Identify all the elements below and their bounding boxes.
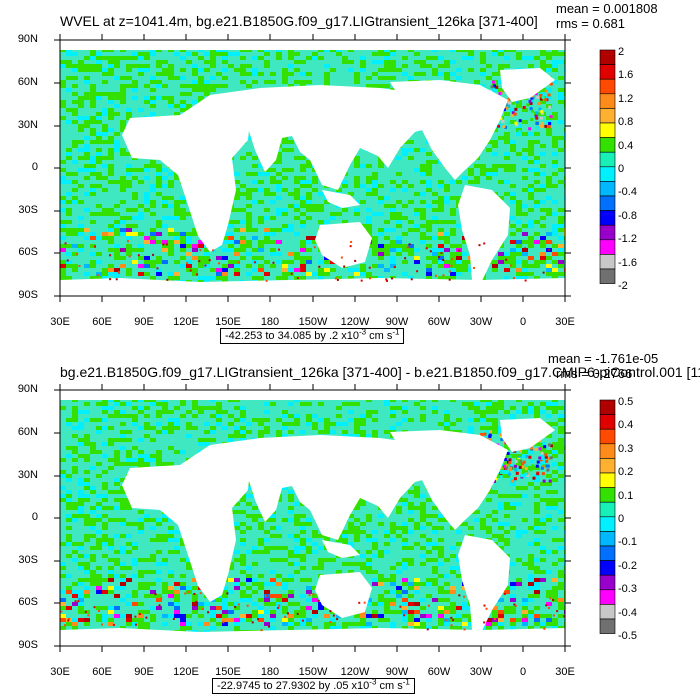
panel-1-lon-label: 180 [260, 316, 280, 328]
panel-2-lon-label: 90E [134, 666, 154, 678]
panel-2-colorbar-label: 0.4 [618, 419, 634, 432]
panel-2-lon-label: 30E [50, 666, 70, 678]
panel-2-map [60, 390, 565, 646]
panel-1-range-unit-exponent: -1 [392, 327, 400, 337]
panel-2-range-exponent: -3 [369, 677, 377, 687]
panel-1-lon-label: 30E [555, 316, 575, 328]
panel-1-colorbar-label: -1.2 [618, 233, 637, 246]
panel-1-lon-label: 60E [92, 316, 112, 328]
panel-2-lon-label: 60W [427, 666, 451, 678]
panel-1-lon-label: 90W [385, 316, 409, 328]
panel-1-lon-label: 150W [298, 316, 328, 328]
panel-2-lon-label: 60E [92, 666, 112, 678]
panel-2-colorbar-label: -0.4 [618, 606, 637, 619]
panel-2-colorbar-label: 0.5 [618, 396, 634, 408]
panel-2-colorbar-label: -0.1 [618, 536, 637, 549]
panel-1-colorbar-label: 1.2 [618, 92, 634, 105]
panel-2-lon-label: 120E [173, 666, 199, 678]
panel-1-colorbar-label: 0.4 [618, 139, 634, 152]
panel-1-colorbar-label: -2 [618, 280, 628, 292]
panel-2-lat-label: 30N [17, 469, 38, 481]
panel-2-colorbar-label: -0.3 [618, 583, 637, 596]
panel-2-lat-label: 30S [18, 554, 38, 566]
panel-1-colorbar-label: -0.4 [618, 186, 637, 199]
panel-1-range-box: -42.253 to 34.085 by .2 x10-3 cm s-1 [220, 327, 405, 344]
panel-1-lon-label: 0 [519, 316, 527, 328]
panel-1-lat-label: 30S [18, 204, 38, 216]
panel-2-colorbar-label: 0 [618, 513, 625, 525]
panel-2-range-text: -22.9745 to 27.9302 by .05 x10 [217, 680, 370, 692]
panel-2-lon-label: 90W [385, 666, 409, 678]
panel-2-mean: mean = -1.761e-05 [548, 351, 659, 366]
panel-1-range-text: -42.253 to 34.085 by .2 x10 [225, 330, 359, 342]
panel-2-title: bg.e21.B1850G.f09_g17.LIGtransient_126ka… [60, 364, 700, 380]
panel-1-lon-label: 90E [134, 316, 154, 328]
panel-1-lat-label: 60S [18, 246, 38, 258]
panel-2-range-unit-exponent: -1 [402, 677, 410, 687]
panel-1-mean: mean = 0.001808 [556, 1, 658, 16]
panel-2-lon-label: 0 [519, 666, 527, 678]
panel-1-colorbar-label: -1.6 [618, 256, 637, 269]
panel-1-rms: rms = 0.681 [556, 16, 626, 31]
panel-1-lat-label: 90N [17, 33, 38, 45]
panel-2-lon-label: 30E [555, 666, 575, 678]
panel-1-lon-label: 120E [173, 316, 199, 328]
panel-1-colorbar-label: 1.6 [618, 69, 634, 82]
panel-2-lat-label: 90S [18, 639, 38, 651]
panel-1-lon-label: 30W [469, 316, 493, 328]
panel-2-lon-label: 150W [298, 666, 328, 678]
panel-2-lat-label: 0 [31, 511, 38, 523]
panel-1-lat-label: 90S [18, 289, 38, 301]
panel-1-colorbar-label: 0.8 [618, 116, 634, 129]
panel-2-range-box: -22.9745 to 27.9302 by .05 x10-3 cm s-1 [212, 678, 415, 694]
panel-2-lat-label: 60S [18, 596, 38, 608]
panel-2-lon-label: 150E [215, 666, 241, 678]
panel-2-lon-label: 120W [340, 666, 370, 678]
panel-2-colorbar-label: 0.2 [618, 466, 634, 479]
panel-1-title: WVEL at z=1041.4m, bg.e21.B1850G.f09_g17… [60, 13, 538, 29]
panel-1-lon-label: 30E [50, 316, 70, 328]
panel-2-colorbar-label: -0.2 [618, 559, 637, 572]
panel-2-lon-label: 30W [469, 666, 493, 678]
panel-1-colorbar-label: -0.8 [618, 209, 637, 222]
panel-1-lat-label: 30N [17, 119, 38, 131]
panel-2-lat-label: 90N [17, 383, 38, 395]
panel-1-range-unit: cm s [366, 330, 393, 342]
panel-2-range-unit: cm s [376, 680, 403, 692]
panel-1-lat-label: 60N [17, 76, 38, 88]
panel-2-lon-label: 180 [260, 666, 280, 678]
panel-1-colorbar-label: 0 [618, 163, 625, 175]
panel-2-colorbar-label: 0.3 [618, 442, 634, 455]
panel-1-range-exponent: -3 [358, 327, 367, 337]
panel-2-colorbar-label: -0.5 [618, 630, 637, 642]
panel-1-lat-label: 0 [31, 161, 38, 173]
panel-1-colorbar-label: 2 [618, 46, 625, 58]
panel-1-lon-label: 60W [427, 316, 451, 328]
panel-2-rms: rms = 0.2766 [556, 366, 633, 381]
panel-1-lon-label: 150E [215, 316, 241, 328]
panel-1-map [60, 40, 565, 296]
panel-1-lon-label: 120W [340, 316, 370, 328]
panel-2-lat-label: 60N [17, 426, 38, 438]
panel-2-colorbar-label: 0.1 [618, 489, 634, 502]
